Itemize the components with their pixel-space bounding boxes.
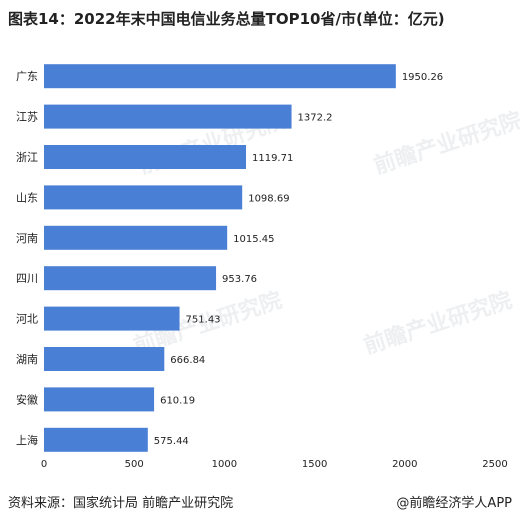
bar-value-label: 1015.45 — [233, 234, 274, 245]
bar — [44, 347, 165, 371]
x-tick-label: 2000 — [392, 459, 417, 470]
category-label: 四川 — [16, 272, 38, 285]
bar-value-label: 575.44 — [154, 436, 189, 447]
category-label: 安徽 — [16, 392, 38, 406]
category-label: 河北 — [16, 313, 38, 326]
x-tick-label: 2500 — [482, 459, 507, 470]
bar-value-label: 1372.2 — [298, 113, 333, 124]
category-label: 江苏 — [16, 111, 38, 124]
bar-value-label: 610.19 — [160, 395, 195, 406]
category-label: 湖南 — [16, 353, 38, 366]
bar-value-label: 1119.71 — [252, 153, 293, 164]
bar — [44, 225, 228, 250]
category-label: 广东 — [16, 70, 38, 83]
bar — [44, 185, 243, 210]
x-tick-label: 500 — [125, 459, 144, 470]
watermark-text: 前瞻产业研究院 — [371, 107, 520, 179]
bar — [44, 104, 292, 129]
chart-title: 图表14：2022年末中国电信业务总量TOP10省/市(单位：亿元) — [8, 10, 445, 28]
category-label: 浙江 — [16, 151, 38, 164]
bar — [44, 387, 155, 412]
category-label: 山东 — [16, 191, 38, 204]
bar-value-label: 751.43 — [186, 315, 221, 326]
bar-value-label: 953.76 — [222, 274, 257, 285]
bar — [44, 145, 246, 169]
category-label: 河南 — [16, 232, 38, 245]
bar-value-label: 1950.26 — [402, 72, 443, 83]
bar — [44, 266, 217, 291]
bar — [44, 64, 396, 89]
watermark-text: 前瞻产业研究院 — [361, 287, 516, 359]
bar — [44, 306, 180, 331]
bar-value-label: 1098.69 — [248, 193, 289, 204]
x-tick-label: 0 — [41, 459, 47, 470]
bar-value-label: 666.84 — [170, 355, 205, 366]
x-tick-label: 1500 — [302, 459, 327, 470]
x-tick-label: 1000 — [212, 459, 237, 470]
category-label: 上海 — [16, 433, 38, 447]
brand-credit: @前瞻经济学人APP — [396, 496, 512, 511]
source-note: 资料来源：国家统计局 前瞻产业研究院 — [8, 496, 234, 511]
bar — [44, 427, 148, 452]
